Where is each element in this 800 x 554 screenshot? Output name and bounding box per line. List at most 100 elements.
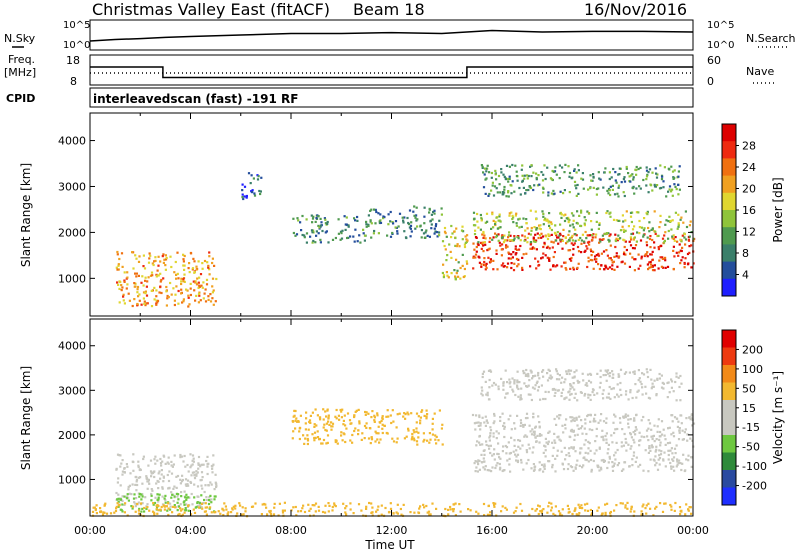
velocity-cell [660,374,663,377]
velocity-cell [119,454,122,457]
velocity-cell [497,388,500,391]
velocity-cell [115,505,118,508]
velocity-cell [131,483,134,486]
power-cell [532,237,535,240]
velocity-cell [658,454,661,457]
velocity-cell [325,442,328,445]
power-colorbar-tick-label: 16 [742,204,756,217]
power-cell [567,249,570,252]
power-cell [562,228,565,231]
velocity-cell [545,441,548,444]
power-cell [170,265,173,269]
velocity-cell [536,434,539,437]
velocity-cell [435,442,438,445]
velocity-cell [331,425,334,428]
velocity-cell [496,462,499,465]
velocity-cell [342,419,345,422]
power-cell [566,240,569,243]
velocity-cell [477,459,480,462]
velocity-cell [575,369,578,372]
velocity-colorbar-tick-label: -15 [742,421,760,434]
velocity-cell [261,503,264,506]
velocity-cell [530,467,533,470]
velocity-cell [515,449,518,452]
power-cell [434,230,437,233]
velocity-cell [574,508,577,511]
velocity-cell [415,440,419,443]
velocity-cell [516,384,519,387]
velocity-cell [564,423,567,426]
velocity-cell [649,449,652,452]
power-cell [151,274,154,277]
velocity-cell [570,428,573,431]
velocity-cell [670,433,673,436]
power-cell [473,248,476,251]
velocity-cell [552,387,555,391]
velocity-cell [353,414,356,417]
velocity-cell [314,408,317,411]
velocity-cell [503,435,506,439]
power-cell [472,267,475,270]
power-cell [358,234,361,237]
power-cell [122,295,125,298]
power-cell [522,186,525,189]
velocity-cell [183,454,186,458]
velocity-cell [156,503,159,507]
velocity-cell [620,393,623,397]
velocity-cell [204,502,207,505]
velocity-cell [475,510,478,513]
velocity-cell [311,411,314,414]
velocity-cell [657,458,660,461]
velocity-cell [611,370,614,373]
velocity-cell [135,475,138,479]
power-cell [632,187,635,190]
velocity-cell [609,372,612,375]
velocity-cell [213,488,216,491]
velocity-cell [322,438,326,442]
power-cell [334,236,337,240]
velocity-cell [297,420,300,423]
velocity-cell [667,458,670,461]
power-cell [612,218,616,221]
power-cell [673,239,676,242]
power-cell [611,264,614,267]
velocity-cell [612,373,615,376]
power-cell [115,266,118,269]
power-cell [514,164,517,167]
power-cell [535,227,538,230]
power-cell [672,249,675,252]
velocity-cell [486,469,489,472]
velocity-cell [250,505,254,508]
power-region [472,209,695,244]
velocity-cell [533,433,536,436]
power-cell [624,240,627,243]
velocity-cell [634,383,637,386]
power-cell [534,233,537,236]
power-cell [503,265,506,268]
velocity-cell [313,436,316,440]
velocity-cell [187,504,190,507]
power-cell [326,220,329,224]
power-cell [608,239,611,242]
velocity-cell [547,390,550,394]
velocity-cell [661,510,665,513]
velocity-cell [292,430,295,433]
velocity-cell [171,493,174,496]
velocity-cell [128,492,131,495]
velocity-cell [514,510,517,513]
velocity-cell [170,464,173,467]
velocity-cell [137,476,140,479]
power-cell [245,196,248,199]
power-cell [568,249,572,252]
power-cell [588,243,591,246]
velocity-cell [630,445,633,448]
velocity-cell [551,454,554,457]
velocity-cell [178,512,181,516]
power-cell [387,223,390,226]
velocity-cell [373,419,376,422]
power-cell [311,217,315,220]
velocity-cell [532,412,535,415]
velocity-cell [187,496,190,499]
power-cell [301,233,304,237]
power-cell [170,293,173,296]
